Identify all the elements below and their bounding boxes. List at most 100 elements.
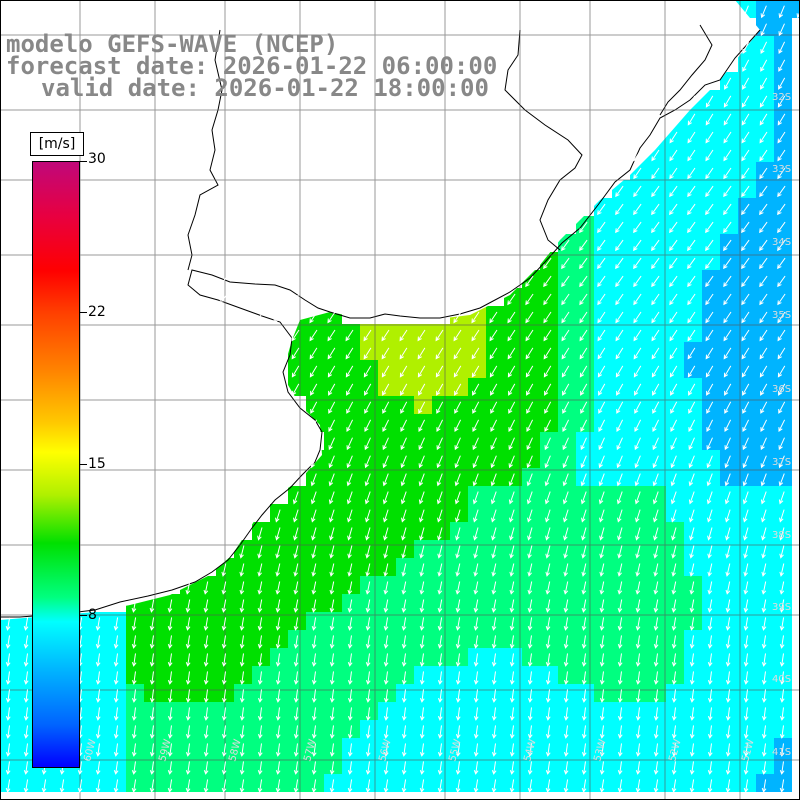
wind-arrow	[635, 743, 641, 757]
wind-arrow	[651, 365, 660, 378]
wind-arrow	[705, 113, 714, 126]
wind-arrow	[741, 167, 750, 180]
wind-arrow	[327, 347, 336, 360]
wind-arrow	[347, 671, 353, 685]
wind-arrow	[617, 545, 623, 559]
wind-arrow	[329, 725, 335, 739]
wind-arrow	[615, 347, 624, 360]
wind-arrow	[723, 185, 732, 198]
wind-arrow	[400, 419, 408, 433]
wind-arrow	[688, 437, 695, 451]
wind-arrow	[509, 509, 515, 523]
wind-arrow	[329, 581, 335, 595]
wind-arrow	[561, 275, 570, 288]
wind-arrow	[671, 689, 677, 703]
wind-arrow	[149, 743, 155, 757]
wind-arrow	[759, 257, 768, 270]
wind-arrow	[527, 779, 533, 793]
wind-arrow	[579, 221, 588, 234]
wind-arrow	[526, 455, 533, 469]
wind-arrow	[329, 617, 335, 631]
wind-arrow	[707, 617, 713, 631]
wind-arrow	[670, 437, 677, 451]
wind-arrow	[671, 761, 677, 775]
wind-arrow	[131, 707, 137, 721]
wind-arrow	[491, 761, 497, 775]
wind-arrow	[508, 473, 515, 487]
wind-arrow	[23, 635, 29, 649]
wind-arrow	[436, 419, 444, 433]
wind-arrow	[527, 653, 533, 667]
wind-arrow	[526, 401, 534, 414]
wind-arrow	[473, 563, 479, 577]
wind-arrow	[453, 347, 462, 360]
wind-arrow	[401, 743, 407, 757]
wind-arrow	[651, 293, 660, 306]
wind-arrow	[653, 509, 659, 523]
wind-arrow	[687, 131, 696, 144]
wind-arrow	[777, 149, 786, 162]
wind-arrow	[347, 725, 353, 739]
wind-arrow	[581, 743, 587, 757]
wind-arrow	[237, 293, 246, 306]
wind-arrow	[653, 563, 659, 577]
wind-arrow	[779, 617, 785, 631]
wind-arrow	[383, 599, 389, 613]
wind-arrow	[23, 671, 29, 685]
wind-arrow	[149, 707, 155, 721]
wind-arrow	[383, 545, 389, 559]
wind-arrow	[327, 365, 336, 378]
wind-arrow	[399, 347, 408, 360]
wind-arrow	[741, 275, 750, 288]
wind-arrow	[347, 635, 353, 649]
wind-arrow	[418, 473, 425, 487]
wind-arrow	[760, 41, 768, 55]
wind-arrow	[401, 617, 407, 631]
wind-arrow	[525, 347, 534, 360]
wind-arrow	[543, 293, 552, 306]
wind-arrow	[743, 545, 749, 559]
wind-arrow	[759, 239, 768, 252]
wind-arrow	[167, 779, 173, 793]
wind-arrow	[292, 383, 300, 396]
wind-arrow	[671, 617, 677, 631]
wind-arrow	[706, 5, 713, 19]
wind-arrow	[5, 707, 11, 721]
wind-arrow	[221, 653, 227, 667]
wind-arrow	[634, 491, 641, 505]
wind-arrow	[760, 455, 767, 469]
wind-arrow	[743, 527, 749, 541]
wind-arrow	[599, 563, 605, 577]
wind-arrow	[345, 365, 354, 378]
wind-arrow	[597, 203, 606, 216]
wind-arrow	[598, 383, 606, 396]
wind-arrow	[95, 707, 101, 721]
wind-arrow	[653, 761, 659, 775]
wind-arrow	[725, 509, 731, 523]
wind-arrow	[221, 707, 227, 721]
wind-arrow	[364, 383, 372, 396]
wind-arrow	[561, 365, 570, 378]
wind-arrow	[203, 653, 209, 667]
wind-arrow	[293, 761, 299, 775]
wind-arrow	[329, 761, 335, 775]
wind-arrow	[383, 725, 389, 739]
wind-arrow	[455, 509, 461, 523]
wind-arrow	[633, 311, 642, 324]
wind-arrow	[741, 221, 750, 234]
wind-arrow	[383, 653, 389, 667]
wind-arrow	[327, 311, 336, 324]
wind-arrow	[419, 761, 425, 775]
wind-arrow	[329, 545, 335, 559]
wind-arrow	[688, 383, 696, 396]
wind-arrow	[455, 527, 461, 541]
wind-arrow	[526, 437, 533, 451]
wind-arrow	[581, 527, 587, 541]
wind-arrow	[760, 473, 767, 487]
wind-arrow	[689, 743, 695, 757]
wind-arrow	[705, 221, 714, 234]
wind-arrow	[419, 671, 425, 685]
wind-arrow	[742, 419, 750, 433]
wind-arrow	[472, 437, 479, 451]
